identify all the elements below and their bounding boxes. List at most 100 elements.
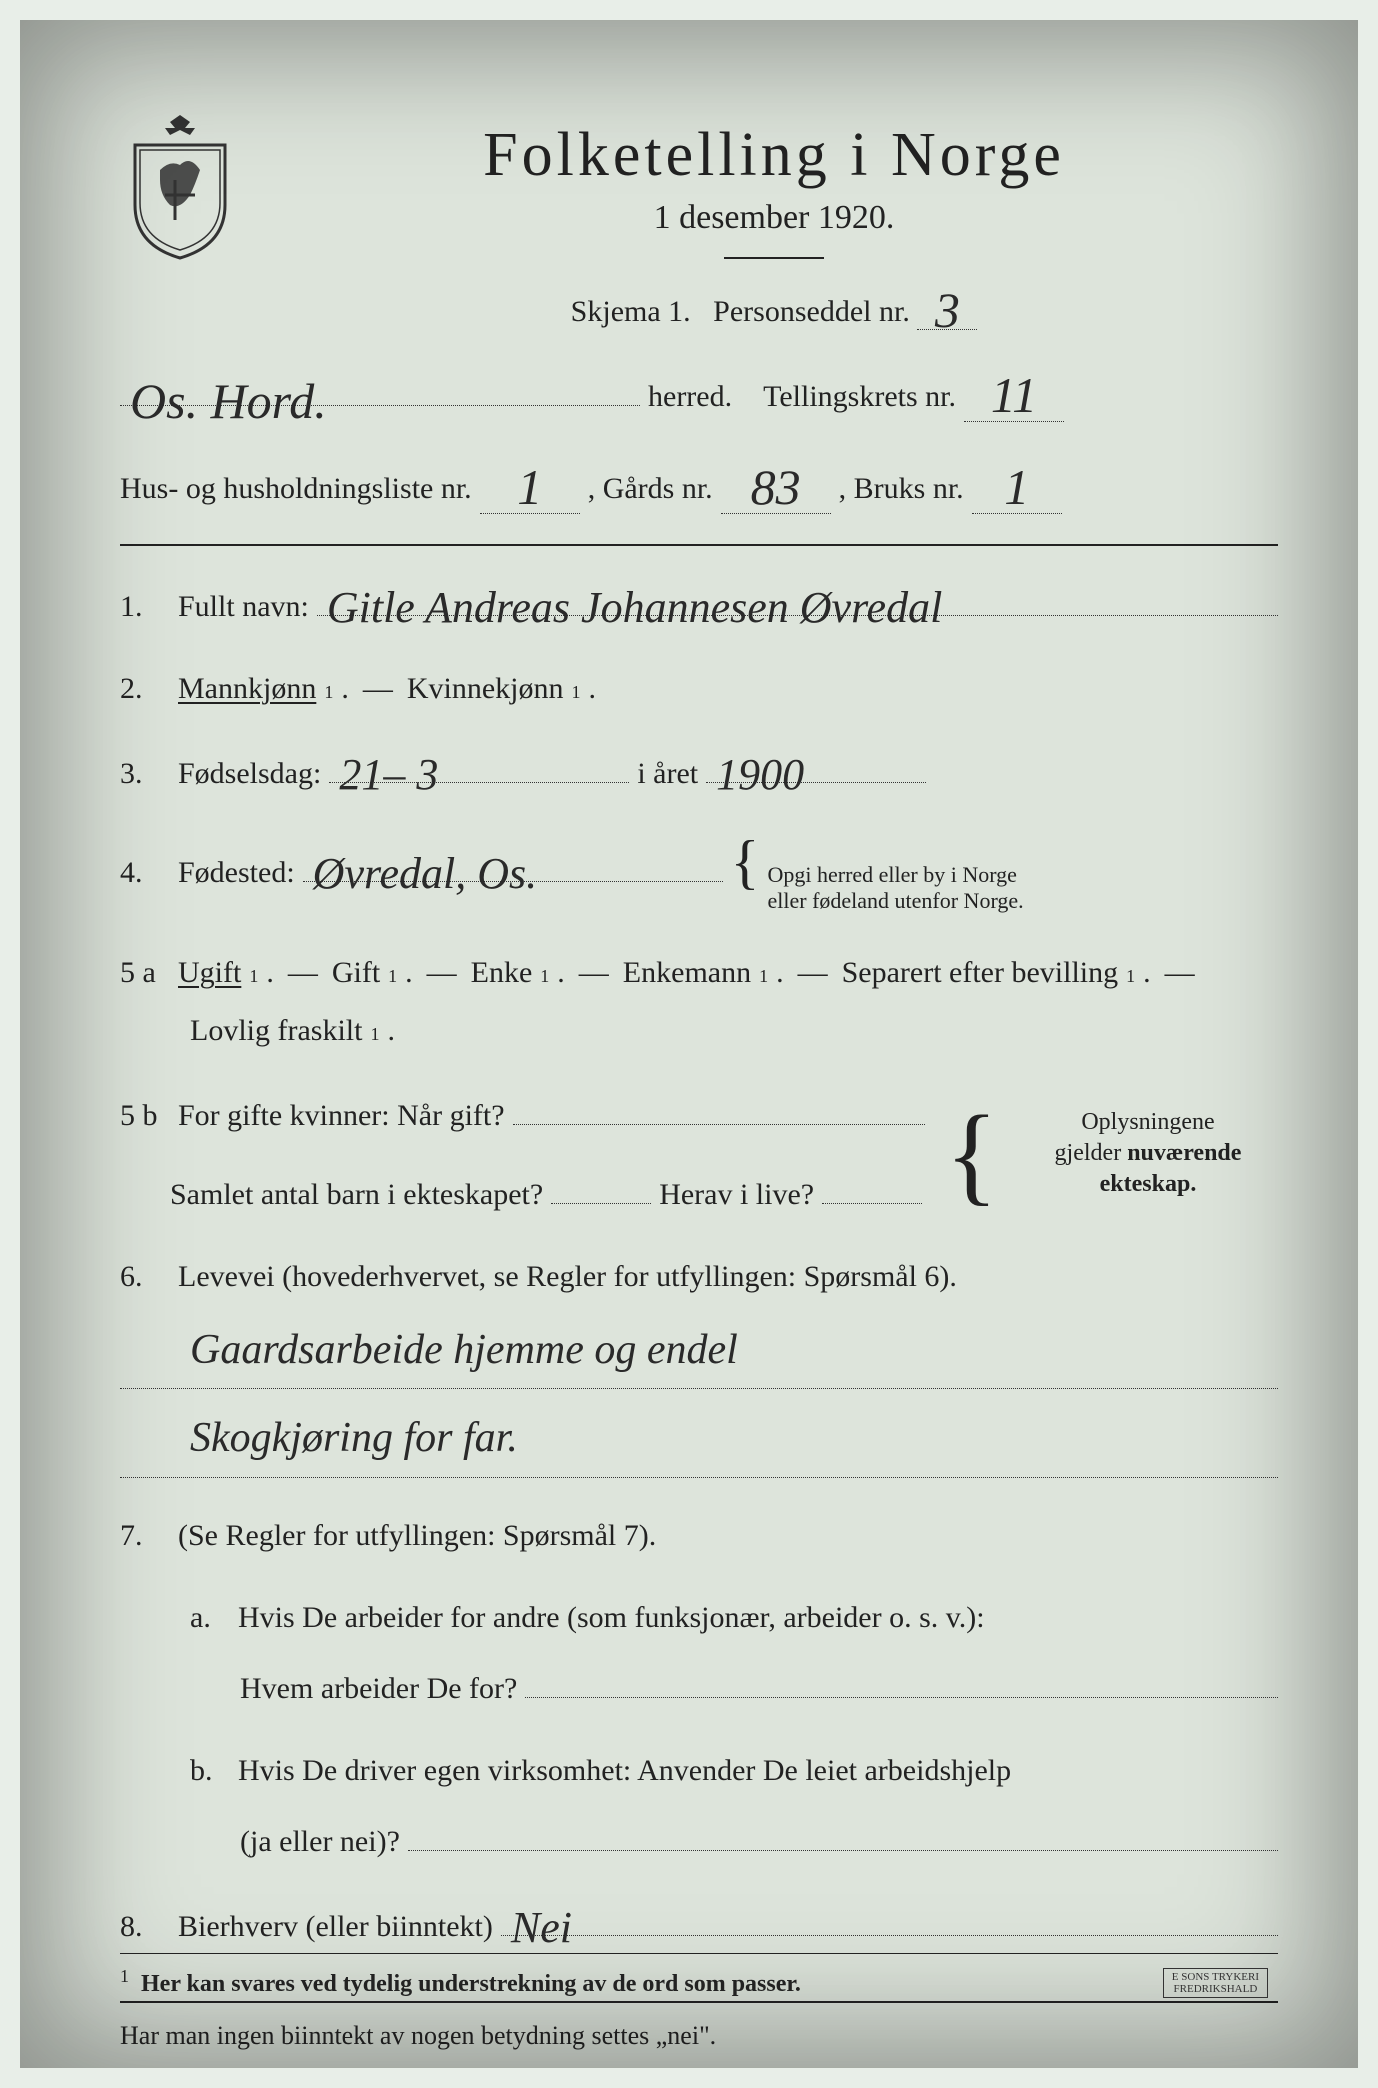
q6-row: 6. Levevei (hovederhvervet, se Regler fo… — [120, 1253, 1278, 1301]
q5b-row: 5 b For gifte kvinner: Når gift? Samlet … — [120, 1089, 1278, 1219]
brace-icon-2: { — [945, 1099, 998, 1209]
krets-nr: 11 — [991, 370, 1037, 420]
q5a-enke: Enke — [471, 949, 533, 997]
main-title: Folketelling i Norge — [270, 120, 1278, 191]
printer-stamp: E SONS TRYKERI FREDRIKSHALD — [1163, 1968, 1268, 1998]
q5b-note2: gjelder nuværende — [1055, 1140, 1242, 1166]
q2-row: 2. Mannkjønn1. — Kvinnekjønn1. — [120, 665, 1278, 713]
q7-num: 7. — [120, 1512, 170, 1560]
q7b-field — [408, 1815, 1278, 1851]
bottom-rule — [120, 2001, 1278, 2003]
q5b-line1: For gifte kvinner: Når gift? — [178, 1092, 505, 1140]
q1-value: Gitle Andreas Johannesen Øvredal — [327, 586, 942, 619]
q5b-line2: Samlet antal barn i ekteskapet? — [170, 1171, 543, 1219]
title-divider — [724, 257, 824, 259]
q4-note2: eller fødeland utenfor Norge. — [767, 888, 1023, 913]
q5b-note1: Oplysningene — [1081, 1109, 1214, 1135]
bruks-nr-field: 1 — [972, 456, 1062, 514]
q5b-live-field — [822, 1168, 922, 1204]
herred-value: Os. Hord. — [130, 376, 327, 409]
q5a-num: 5 a — [120, 949, 170, 997]
census-date: 1 desember 1920. — [270, 199, 1278, 237]
crest-svg — [120, 110, 240, 260]
footnote-text: Her kan svares ved tydelig understreknin… — [141, 1971, 801, 1997]
q5a-gift: Gift — [332, 949, 380, 997]
q4-field: Øvredal, Os. — [303, 846, 723, 882]
q5a-row2: Lovlig fraskilt1. — [120, 1007, 1278, 1055]
herred-row: Os. Hord. herred. Tellingskrets nr. 11 — [120, 364, 1278, 422]
q5a-ugift: Ugift — [178, 949, 241, 997]
q3-year: 1900 — [716, 753, 804, 786]
q4-note: Opgi herred eller by i Norge eller fødel… — [767, 862, 1107, 915]
brace-icon: { — [731, 832, 760, 892]
q1-num: 1. — [120, 583, 170, 631]
q5b-left: 5 b For gifte kvinner: Når gift? Samlet … — [120, 1089, 925, 1219]
q6-value1: Gaardsarbeide hjemme og endel — [120, 1313, 1278, 1390]
stamp-line1: E SONS TRYKERI — [1172, 1971, 1259, 1983]
liste-prefix: Hus- og husholdningsliste nr. — [120, 465, 472, 513]
q7a-text1: Hvis De arbeider for andre (som funksjon… — [238, 1594, 985, 1642]
q7a-text2: Hvem arbeider De for? — [240, 1665, 517, 1713]
dash: — — [363, 665, 393, 713]
q7b-row: b. Hvis De driver egen virksomhet: Anven… — [120, 1747, 1278, 1795]
q4-num: 4. — [120, 849, 170, 897]
liste-nr-field: 1 — [480, 456, 580, 514]
q6-label: Levevei (hovederhvervet, se Regler for u… — [178, 1253, 957, 1301]
q4-value: Øvredal, Os. — [313, 852, 537, 885]
q4-row: 4. Fødested: Øvredal, Os. { Opgi herred … — [120, 832, 1278, 915]
q3-num: 3. — [120, 750, 170, 798]
footnote-sup: 1 — [120, 1966, 129, 1986]
krets-label: Tellingskrets nr. — [763, 373, 956, 421]
krets-field: 11 — [964, 364, 1064, 422]
q7a-row: a. Hvis De arbeider for andre (som funks… — [120, 1594, 1278, 1642]
header: Folketelling i Norge 1 desember 1920. Sk… — [120, 110, 1278, 330]
herred-field: Os. Hord. — [120, 370, 640, 406]
census-form-page: Folketelling i Norge 1 desember 1920. Sk… — [20, 20, 1358, 2068]
q5a-separert: Separert efter bevilling — [842, 949, 1119, 997]
q5b-gift-field — [513, 1089, 926, 1125]
q3-label: Fødselsdag: — [178, 750, 321, 798]
q7b-text2: (ja eller nei)? — [240, 1818, 400, 1866]
q7a-field — [525, 1662, 1278, 1698]
q4-note1: Opgi herred eller by i Norge — [767, 862, 1016, 887]
personseddel-nr-field: 3 — [917, 279, 977, 330]
q7a-row2: Hvem arbeider De for? — [120, 1662, 1278, 1713]
gards-nr-field: 83 — [721, 456, 831, 514]
q7-label: (Se Regler for utfyllingen: Spørsmål 7). — [178, 1512, 656, 1560]
q6-num: 6. — [120, 1253, 170, 1301]
q4-label: Fødested: — [178, 849, 295, 897]
skjema-line: Skjema 1. Personseddel nr. 3 — [270, 279, 1278, 330]
personseddel-label: Personseddel nr. — [713, 295, 910, 328]
liste-nr: 1 — [517, 462, 542, 512]
q5b-note3: ekteskap. — [1100, 1171, 1197, 1197]
footer: 1 Her kan svares ved tydelig understrekn… — [120, 1923, 1278, 1998]
q5a-lovlig: Lovlig fraskilt — [190, 1007, 362, 1055]
personseddel-nr: 3 — [935, 285, 960, 335]
bruks-label: , Bruks nr. — [839, 465, 964, 513]
q3-row: 3. Fødselsdag: 21– 3 i året 1900 — [120, 747, 1278, 798]
q2-num: 2. — [120, 665, 170, 713]
section-rule — [120, 544, 1278, 546]
q3-year-label: i året — [637, 750, 698, 798]
gards-label: , Gårds nr. — [588, 465, 713, 513]
q5a-row: 5 a Ugift1. — Gift1. — Enke1. — Enkemann… — [120, 949, 1278, 997]
q5b-num: 5 b — [120, 1092, 170, 1140]
footnote: 1 Her kan svares ved tydelig understrekn… — [120, 1953, 1278, 1998]
q5a-enkemann: Enkemann — [623, 949, 751, 997]
skjema-label: Skjema 1. — [571, 295, 691, 328]
bruks-nr: 1 — [1004, 462, 1029, 512]
q5b-line2b: Herav i live? — [659, 1171, 814, 1219]
stamp-line2: FREDRIKSHALD — [1174, 1983, 1258, 1995]
q2-sup1: 1 — [324, 678, 333, 707]
norwegian-coat-of-arms-icon — [120, 110, 240, 260]
q5b-note: Oplysningene gjelder nuværende ekteskap. — [1018, 1107, 1278, 1201]
q7a-label: a. — [190, 1594, 230, 1642]
q1-field: Gitle Andreas Johannesen Øvredal — [317, 580, 1278, 616]
q2-sup2: 1 — [571, 678, 580, 707]
q7b-row2: (ja eller nei)? — [120, 1815, 1278, 1866]
q6-value2: Skogkjøring for far. — [120, 1401, 1278, 1478]
q3-day: 21– 3 — [339, 753, 438, 786]
herred-label: herred. — [648, 373, 732, 421]
q2-mann: Mannkjønn — [178, 665, 316, 713]
q7b-label: b. — [190, 1747, 230, 1795]
